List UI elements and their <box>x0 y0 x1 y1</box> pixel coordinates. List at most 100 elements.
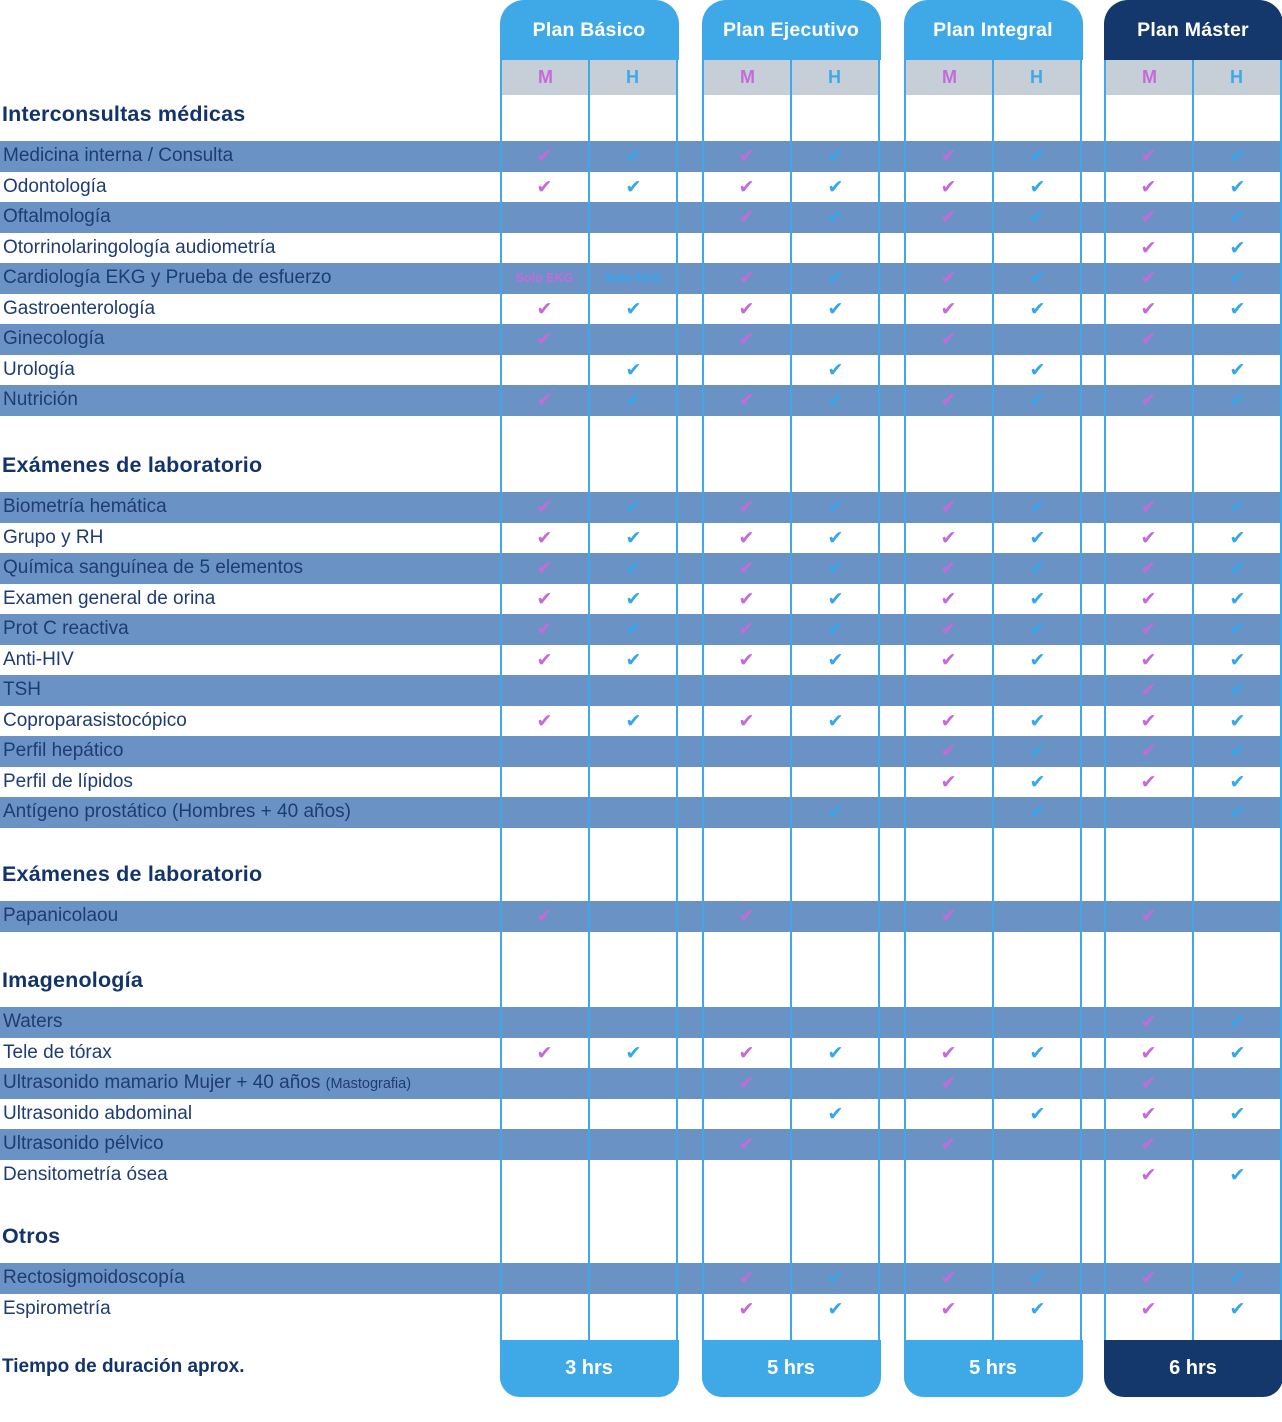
gender-h-label: H <box>828 67 841 87</box>
check-icon-h: ✔ <box>827 358 844 381</box>
table-row: Tele de tórax ✔ ✔ ✔ ✔ ✔ ✔ ✔ ✔ <box>0 1038 1282 1069</box>
check-icon-m: ✔ <box>1140 1102 1157 1125</box>
table-row: Cardiología EKG y Prueba de esfuerzo Solo… <box>0 263 1282 294</box>
row-label: Odontología <box>3 175 107 197</box>
check-icon-h: ✔ <box>827 206 844 228</box>
check-icon-h: ✔ <box>1029 740 1046 762</box>
row-label: Ultrasonido pélvico <box>3 1133 164 1154</box>
row-label: Gastroenterología <box>3 297 156 319</box>
plan-header: Plan Máster <box>1103 0 1282 60</box>
gender-m-label: M <box>740 67 755 87</box>
check-icon-h: ✔ <box>1029 1297 1046 1320</box>
gender-h-label: H <box>1030 67 1043 87</box>
check-icon-m: ✔ <box>738 328 755 350</box>
check-icon-h: ✔ <box>1229 267 1246 289</box>
check-icon-h: ✔ <box>1229 587 1246 610</box>
table-row: Waters ✔ ✔ <box>0 1007 1282 1038</box>
table-row: Química sanguínea de 5 elementos ✔ ✔ ✔ ✔ ✔ ✔ ✔ ✔ <box>0 553 1282 584</box>
check-icon-m: ✔ <box>738 1297 755 1320</box>
check-icon-m: ✔ <box>940 770 957 793</box>
check-icon-m: ✔ <box>536 648 553 671</box>
check-icon-m: ✔ <box>940 145 957 167</box>
check-icon-h: ✔ <box>1229 648 1246 671</box>
table-row: Biometría hemática ✔ ✔ ✔ ✔ ✔ ✔ ✔ ✔ <box>0 492 1282 523</box>
check-icon-m: ✔ <box>738 648 755 671</box>
check-icon-h: ✔ <box>625 587 642 610</box>
check-icon-h: ✔ <box>827 709 844 732</box>
plan-column-1: Plan Básico M H 3 hrs <box>499 0 679 1397</box>
check-icon-h: ✔ <box>1229 679 1246 701</box>
check-icon-h: ✔ <box>625 358 642 381</box>
check-icon-m: ✔ <box>940 328 957 350</box>
check-icon-m: ✔ <box>536 557 553 579</box>
check-icon-m: ✔ <box>940 206 957 228</box>
row-label: Espirometría <box>3 1297 111 1319</box>
check-icon-h: ✔ <box>827 1041 844 1064</box>
plan-header: Plan Básico <box>499 0 679 60</box>
plan-header: Plan Ejecutivo <box>701 0 881 60</box>
check-icon-h: ✔ <box>1029 358 1046 381</box>
check-icon-m: ✔ <box>1140 267 1157 289</box>
solo-ekg-note: Solo EKG <box>515 271 574 285</box>
check-icon-m: ✔ <box>738 389 755 411</box>
check-icon-h: ✔ <box>1229 175 1246 198</box>
check-icon-m: ✔ <box>738 587 755 610</box>
check-icon-h: ✔ <box>625 145 642 167</box>
check-icon-h: ✔ <box>1029 587 1046 610</box>
check-icon-m: ✔ <box>940 1133 957 1155</box>
check-icon-h: ✔ <box>827 1267 844 1289</box>
check-icon-h: ✔ <box>625 297 642 320</box>
check-icon-h: ✔ <box>827 557 844 579</box>
check-icon-h: ✔ <box>1229 389 1246 411</box>
plan-column-2: Plan Ejecutivo M H 5 hrs <box>701 0 881 1397</box>
row-label: Ultrasonido mamario Mujer + 40 años (Mas… <box>3 1072 412 1093</box>
check-icon-h: ✔ <box>827 587 844 610</box>
check-icon-m: ✔ <box>1140 770 1157 793</box>
check-icon-m: ✔ <box>738 496 755 518</box>
check-icon-m: ✔ <box>1140 618 1157 640</box>
check-icon-h: ✔ <box>1029 1041 1046 1064</box>
table-row: Examen general de orina ✔ ✔ ✔ ✔ ✔ ✔ ✔ ✔ <box>0 584 1282 615</box>
check-icon-h: ✔ <box>1029 297 1046 320</box>
check-icon-m: ✔ <box>940 1297 957 1320</box>
check-icon-h: ✔ <box>1229 206 1246 228</box>
plan-column-3: Plan Integral M H 5 hrs <box>903 0 1083 1397</box>
section-title: Interconsultas médicas <box>2 102 246 126</box>
check-icon-m: ✔ <box>738 1267 755 1289</box>
check-icon-m: ✔ <box>536 587 553 610</box>
check-icon-h: ✔ <box>1029 389 1046 411</box>
row-label: Química sanguínea de 5 elementos <box>3 557 303 578</box>
check-icon-m: ✔ <box>738 1133 755 1155</box>
table-row: Ultrasonido abdominal ✔ ✔ ✔ ✔ <box>0 1099 1282 1130</box>
check-icon-m: ✔ <box>1140 587 1157 610</box>
check-icon-h: ✔ <box>1029 526 1046 549</box>
column-divider <box>1191 60 1195 1340</box>
row-label: Otorrinolaringología audiometría <box>3 236 276 258</box>
row-label: Tele de tórax <box>3 1041 112 1063</box>
check-icon-h: ✔ <box>1029 618 1046 640</box>
check-icon-m: ✔ <box>1140 1267 1157 1289</box>
row-label: Coproparasistocópico <box>3 709 187 731</box>
row-label: Anti-HIV <box>3 648 74 670</box>
check-icon-h: ✔ <box>1229 801 1246 823</box>
check-icon-m: ✔ <box>738 1072 755 1094</box>
table-row: Densitometría ósea ✔ ✔ <box>0 1160 1282 1191</box>
check-icon-m: ✔ <box>1140 1041 1157 1064</box>
check-icon-m: ✔ <box>1140 557 1157 579</box>
check-icon-m: ✔ <box>738 709 755 732</box>
section-title: Imagenología <box>2 968 143 992</box>
check-icon-h: ✔ <box>625 526 642 549</box>
row-label: Densitometría ósea <box>3 1163 168 1185</box>
table-row: TSH ✔ ✔ <box>0 675 1282 706</box>
check-icon-m: ✔ <box>940 175 957 198</box>
row-label: Ultrasonido abdominal <box>3 1102 193 1124</box>
table-row: Urología ✔ ✔ ✔ ✔ <box>0 355 1282 386</box>
check-icon-h: ✔ <box>827 297 844 320</box>
check-icon-m: ✔ <box>536 1041 553 1064</box>
check-icon-h: ✔ <box>1229 557 1246 579</box>
table-row: Prot C reactiva ✔ ✔ ✔ ✔ ✔ ✔ ✔ ✔ <box>0 614 1282 645</box>
check-icon-h: ✔ <box>1029 648 1046 671</box>
plan-column-4: Plan Máster M H 6 hrs <box>1103 0 1282 1397</box>
check-icon-h: ✔ <box>1229 1267 1246 1289</box>
check-icon-h: ✔ <box>827 496 844 518</box>
